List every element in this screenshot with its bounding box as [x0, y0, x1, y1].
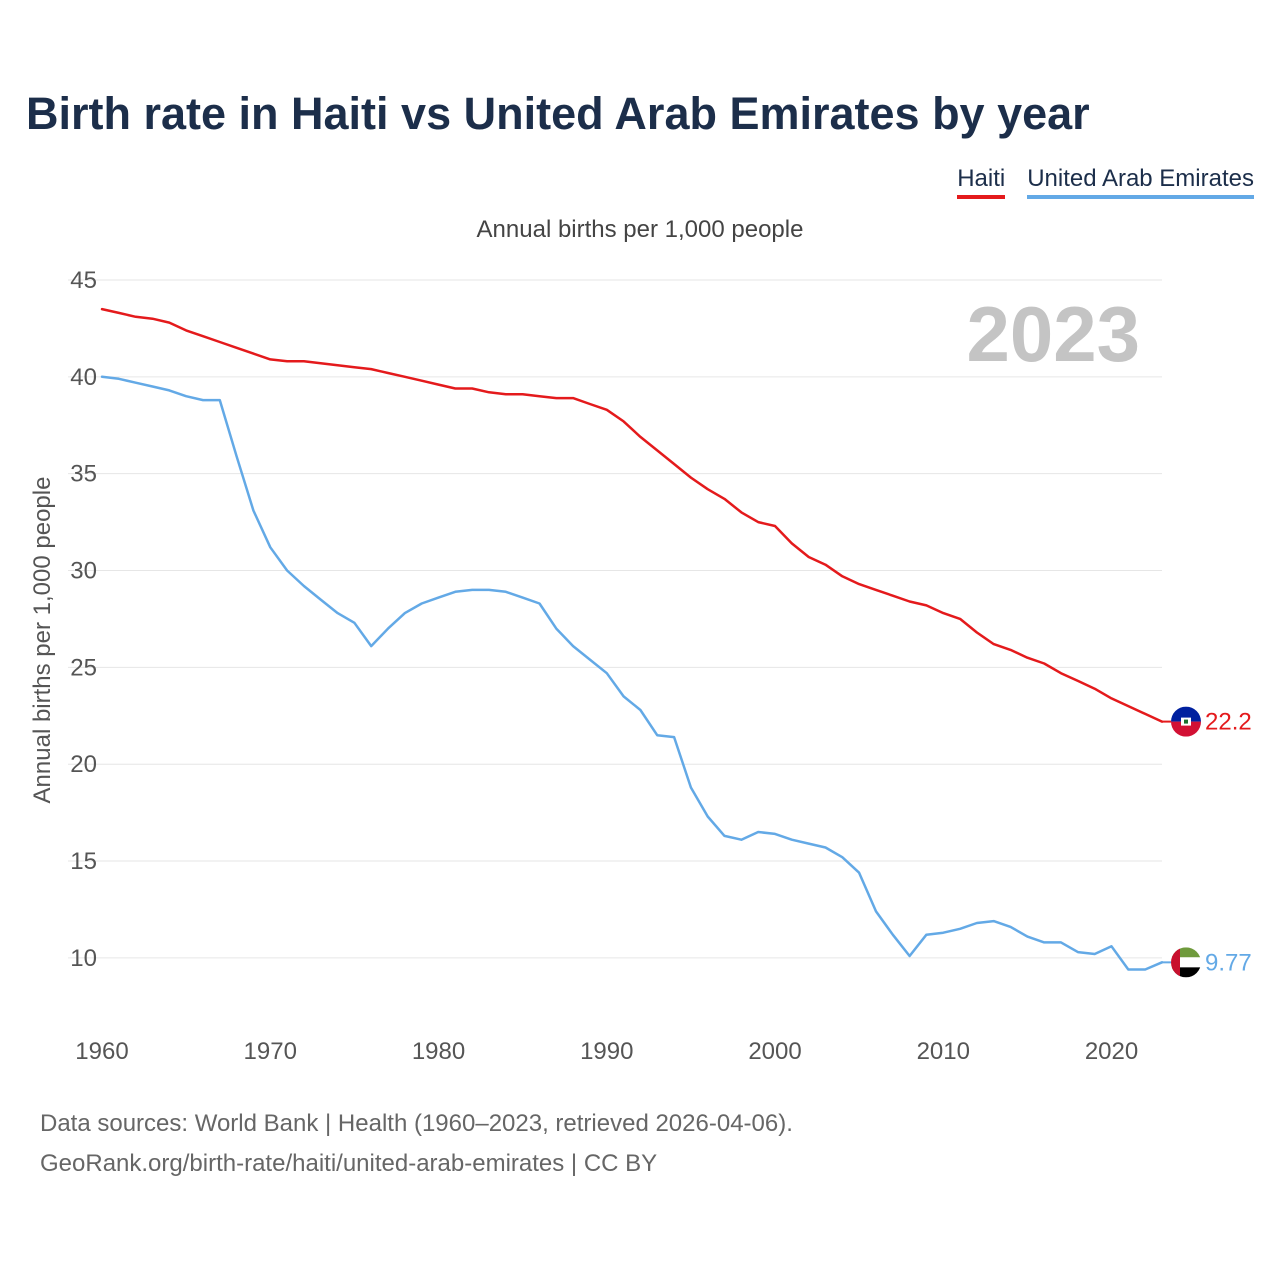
y-tick-label: 15: [70, 848, 97, 875]
x-tick-label: 1990: [580, 1038, 633, 1065]
data-source-note: Data sources: World Bank | Health (1960–…: [40, 1110, 793, 1137]
x-tick-label: 2020: [1085, 1038, 1138, 1065]
y-tick-label: 40: [70, 364, 97, 391]
y-axis-label: Annual births per 1,000 people: [29, 477, 56, 804]
legend-item-haiti[interactable]: Haiti: [957, 165, 1006, 199]
end-value-label-haiti: 22.2: [1205, 709, 1252, 736]
x-tick-label: 1970: [244, 1038, 297, 1065]
chart-title: Birth rate in Haiti vs United Arab Emira…: [26, 88, 1090, 139]
x-tick-label: 1980: [412, 1038, 465, 1065]
x-tick-label: 1960: [75, 1038, 128, 1065]
y-tick-label: 25: [70, 654, 97, 681]
uae-flag-icon: [1171, 947, 1201, 978]
legend-item-uae[interactable]: United Arab Emirates: [1027, 165, 1254, 199]
haiti-flag-icon: [1171, 706, 1201, 737]
year-label: 2023: [966, 290, 1140, 378]
x-tick-label: 2000: [748, 1038, 801, 1065]
y-tick-label: 45: [70, 267, 97, 294]
footer: Data sources: World Bank | Health (1960–…: [40, 1104, 793, 1184]
y-tick-label: 10: [70, 945, 97, 972]
series-line-haiti: [100, 307, 1164, 723]
source-url: GeoRank.org/birth-rate/haiti/united-arab…: [40, 1150, 658, 1177]
y-tick-label: 35: [70, 461, 97, 488]
legend: Haiti United Arab Emirates: [957, 165, 1254, 199]
y-tick-label: 30: [70, 558, 97, 585]
x-tick-label: 2010: [917, 1038, 970, 1065]
chart-subtitle: Annual births per 1,000 people: [476, 216, 804, 243]
end-value-label-uae: 9.77: [1205, 949, 1252, 976]
y-tick-label: 20: [70, 751, 97, 778]
series-line-uae: [100, 375, 1164, 971]
